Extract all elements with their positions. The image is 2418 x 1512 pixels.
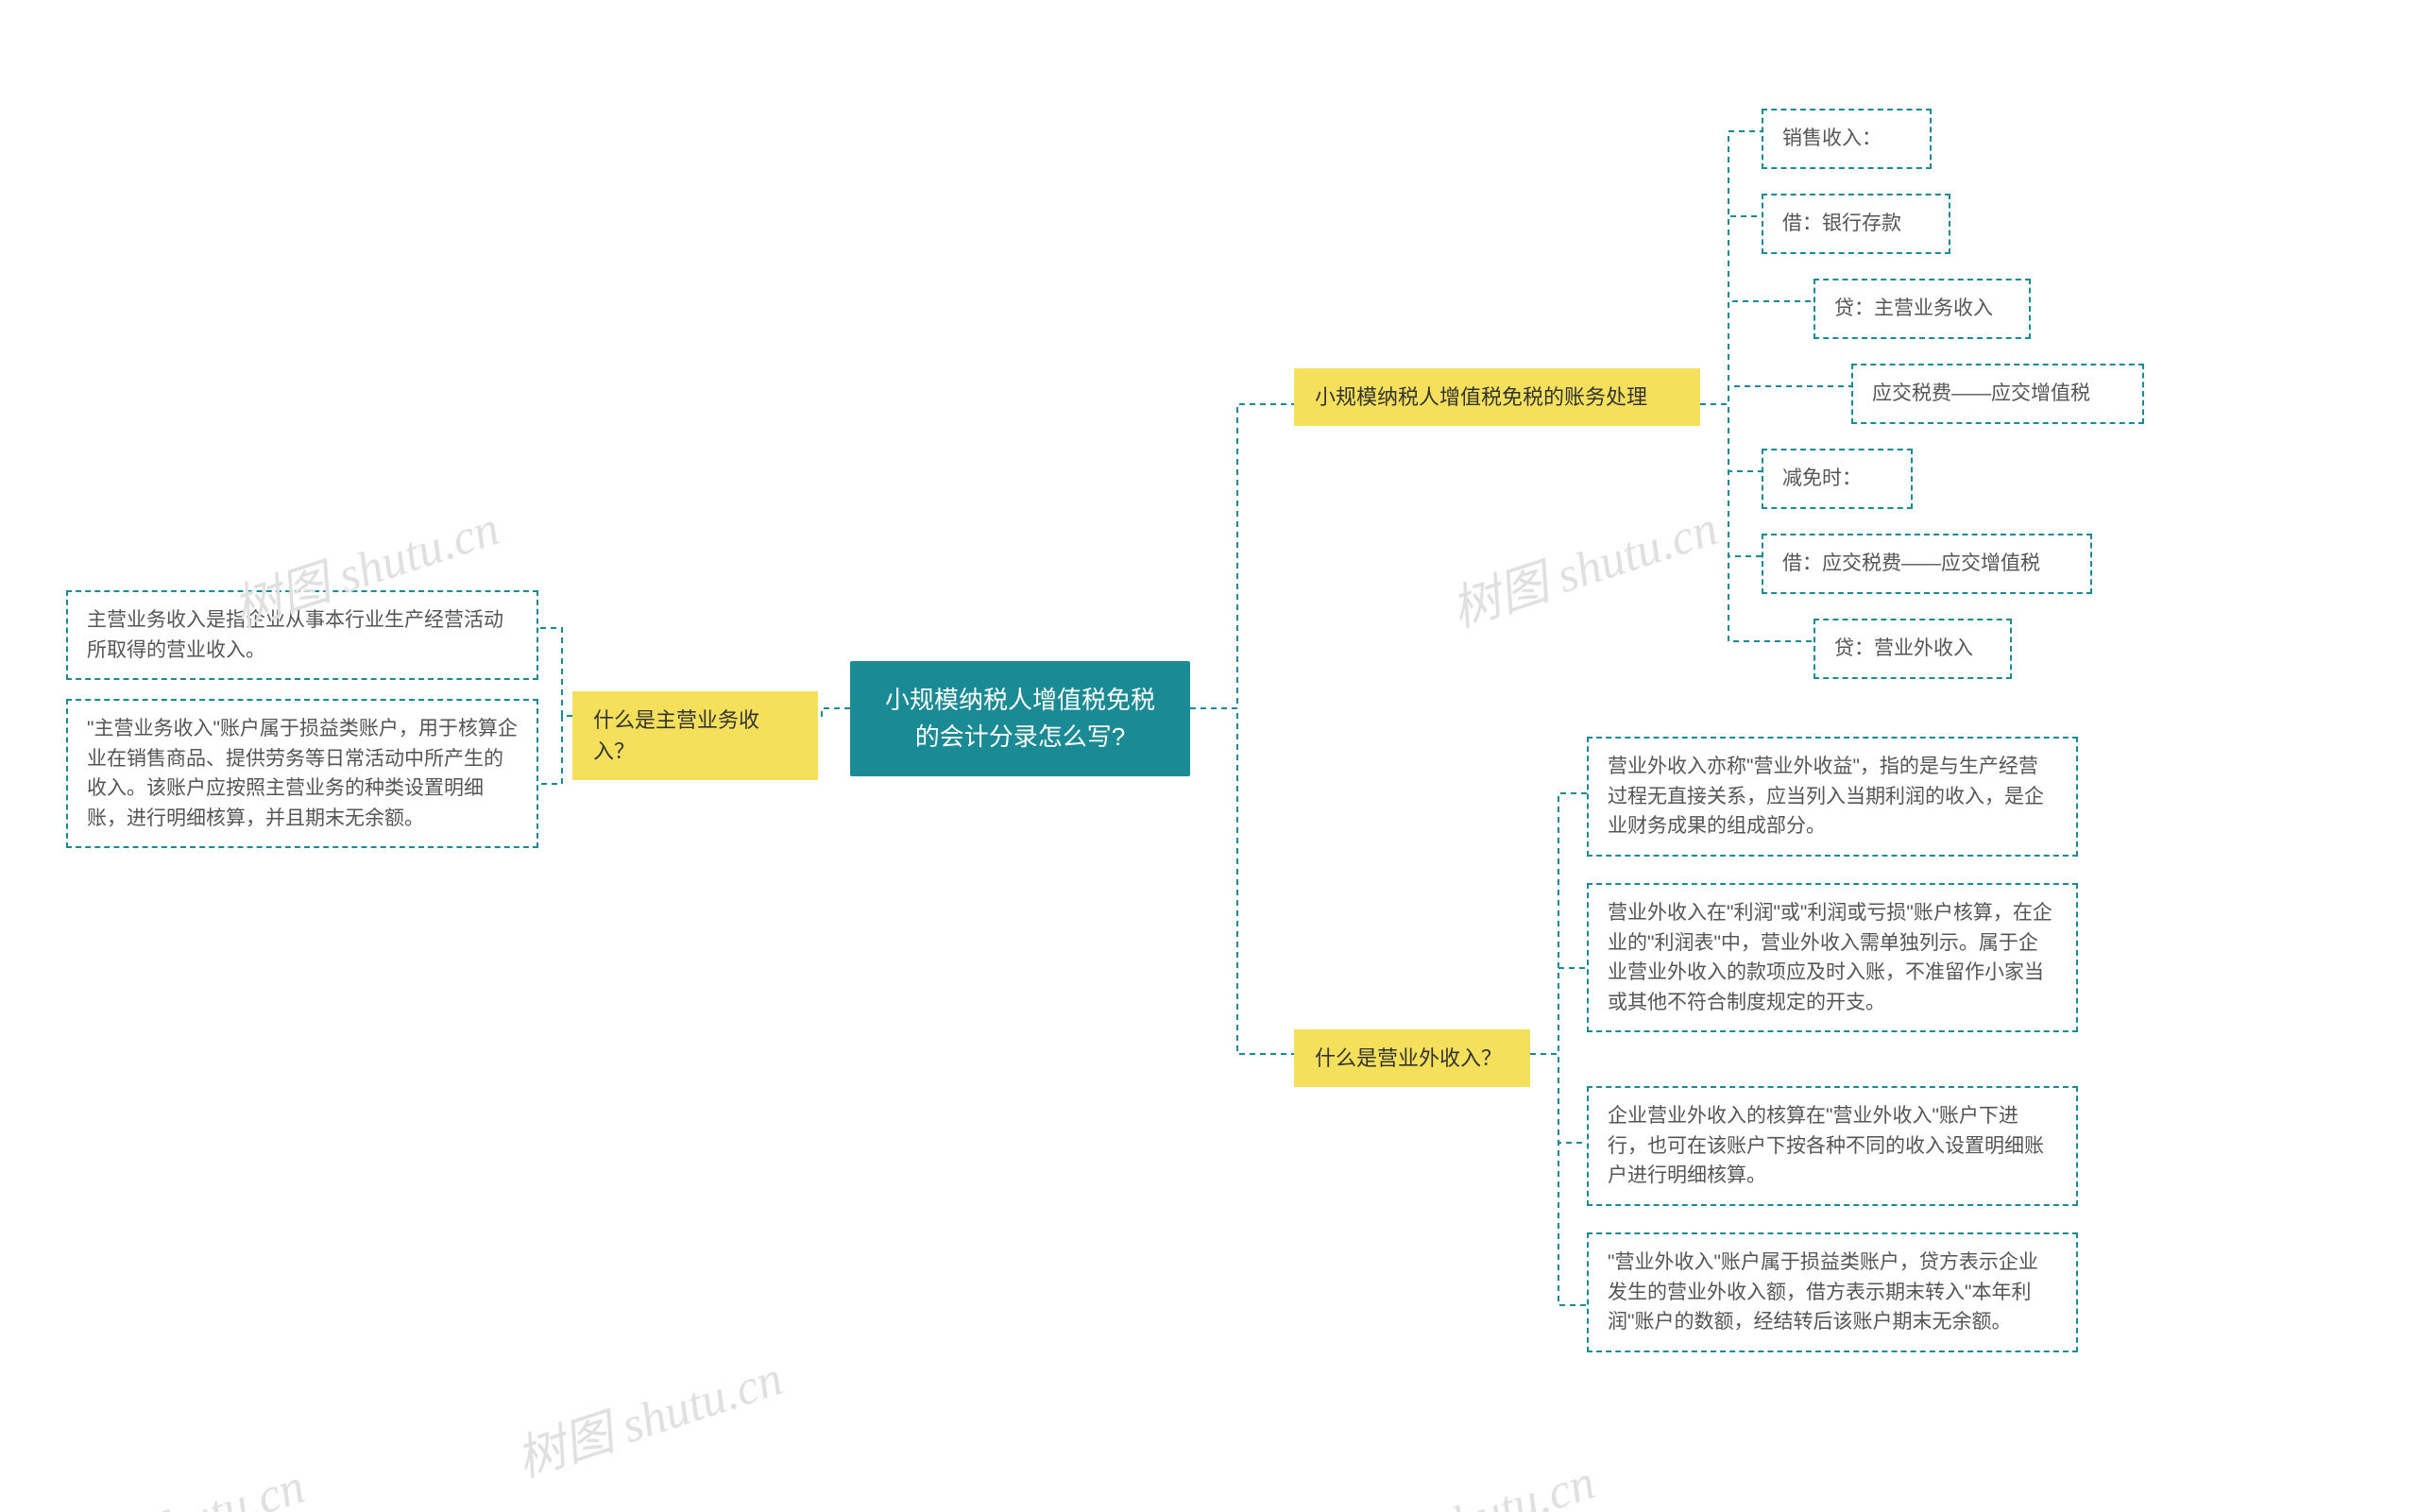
accounting-leaf-4: 减免时：	[1762, 449, 1913, 509]
right-branch-2-label: 什么是营业外收入？	[1315, 1046, 1502, 1070]
nonoperating-leaf-2: 企业营业外收入的核算在"营业外收入"账户下进行，也可在该账户下按各种不同的收入设…	[1587, 1086, 2078, 1206]
nonoperating-leaf-0: 营业外收入亦称"营业外收益"，指的是与生产经营过程无直接关系，应当列入当期利润的…	[1587, 737, 2078, 857]
left-leaf-1: "主营业务收入"账户属于损益类账户，用于核算企业在销售商品、提供劳务等日常活动中…	[66, 699, 538, 848]
root-line2: 的会计分录怎么写?	[877, 719, 1164, 756]
connector-9	[1700, 404, 1762, 471]
watermark-1: 树图 shutu.cn	[1441, 488, 1726, 640]
connector-13	[1530, 968, 1587, 1054]
right-branch-accounting: 小规模纳税人增值税免税的账务处理	[1294, 368, 1700, 426]
connector-3	[1190, 404, 1294, 708]
connector-8	[1700, 386, 1851, 404]
accounting-leaf-0: 销售收入：	[1762, 109, 1932, 169]
connector-1	[538, 628, 572, 716]
connector-10	[1700, 404, 1762, 556]
connector-0	[818, 708, 850, 716]
connector-5	[1700, 131, 1762, 404]
connector-12	[1530, 793, 1587, 1054]
accounting-leaf-5: 借：应交税费——应交增值税	[1762, 534, 2092, 594]
accounting-leaf-2: 贷：主营业务收入	[1814, 279, 2031, 339]
right-branch-1-label: 小规模纳税人增值税免税的账务处理	[1315, 385, 1647, 409]
watermark-2: 树图 shutu.cn	[506, 1338, 791, 1490]
right-branch-nonoperating: 什么是营业外收入？	[1294, 1029, 1530, 1087]
connector-7	[1700, 301, 1814, 404]
root-node: 小规模纳税人增值税免税 的会计分录怎么写?	[850, 661, 1190, 776]
left-branch: 什么是主营业务收入？	[572, 691, 818, 780]
watermark-3: 树图 shutu.cn	[1319, 1442, 1603, 1512]
root-line1: 小规模纳税人增值税免税	[877, 682, 1164, 719]
connector-14	[1530, 1054, 1587, 1143]
nonoperating-leaf-1: 营业外收入在"利润"或"利润或亏损"账户核算，在企业的"利润表"中，营业外收入需…	[1587, 883, 2078, 1032]
left-branch-label: 什么是主营业务收入？	[593, 708, 759, 763]
left-leaf-0: 主营业务收入是指企业从事本行业生产经营活动所取得的营业收入。	[66, 590, 538, 680]
watermark-4: shutu.cn	[137, 1458, 311, 1512]
accounting-leaf-3: 应交税费——应交增值税	[1851, 364, 2144, 424]
connector-6	[1700, 216, 1762, 404]
connector-11	[1700, 404, 1814, 641]
connector-4	[1190, 708, 1294, 1054]
accounting-leaf-1: 借：银行存款	[1762, 194, 1950, 254]
accounting-leaf-6: 贷：营业外收入	[1814, 619, 2012, 679]
connector-15	[1530, 1054, 1587, 1305]
nonoperating-leaf-3: "营业外收入"账户属于损益类账户，贷方表示企业发生的营业外收入额，借方表示期末转…	[1587, 1232, 2078, 1352]
connector-2	[538, 716, 572, 784]
